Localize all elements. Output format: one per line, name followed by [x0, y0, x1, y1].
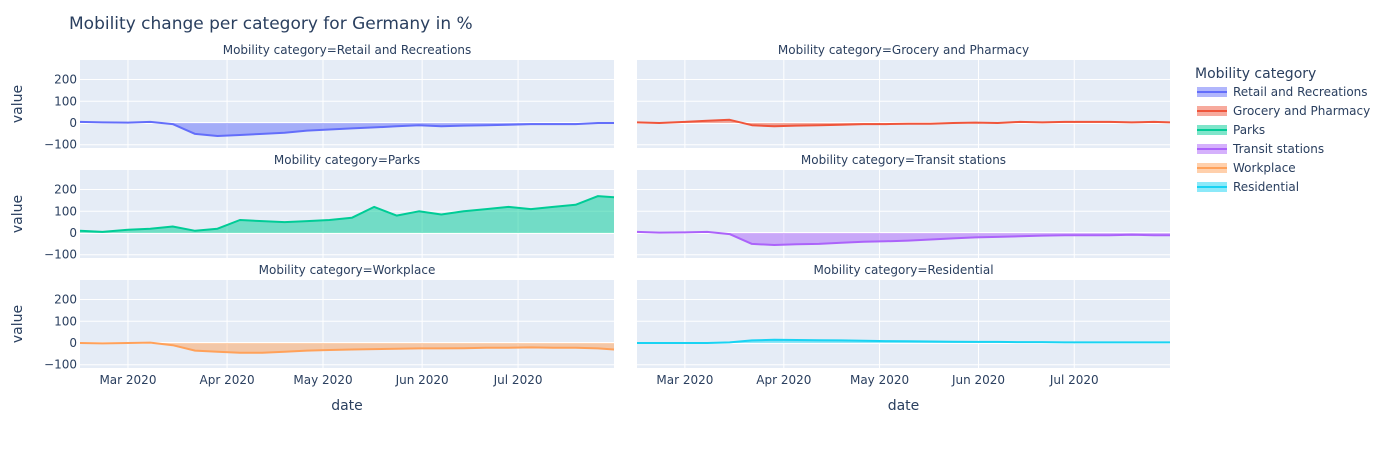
facet-plot-area [637, 60, 1170, 148]
y-tick-label: −100 [44, 138, 77, 152]
legend-label: Residential [1233, 180, 1299, 194]
legend-item: Workplace [1197, 161, 1296, 175]
x-tick-label: May 2020 [850, 373, 909, 387]
facet-title: Mobility category=Workplace [259, 263, 436, 277]
series-line [79, 120, 614, 137]
facet-title: Mobility category=Parks [274, 153, 420, 167]
series-line [636, 118, 1171, 128]
facet-3: −100 0 100 200 value Mobility category=Parks [10, 153, 615, 262]
facet-plot-area [80, 280, 614, 368]
facet-plot-area [637, 280, 1170, 368]
facet-4: Mobility category=Transit stations [636, 153, 1170, 258]
series-line [637, 338, 1170, 344]
legend-label: Parks [1233, 123, 1265, 137]
facet-plot-area [80, 60, 614, 148]
legend: Mobility category Retail and Recreations G… [1195, 66, 1370, 194]
x-tick-label: Jun 2020 [395, 373, 449, 387]
y-tick-label: 0 [69, 226, 77, 240]
legend-label: Retail and Recreations [1233, 85, 1368, 99]
x-tick-label: Mar 2020 [656, 373, 713, 387]
facet-title: Mobility category=Residential [813, 263, 993, 277]
facet-2: Mobility category=Grocery and Pharmacy [636, 43, 1171, 148]
facet-5: −100 0 100 200 Mar 2020 Apr 2020 May 2020 Jun 2… [10, 263, 615, 414]
x-tick-label: Jul 2020 [493, 373, 543, 387]
facet-title: Mobility category=Grocery and Pharmacy [778, 43, 1029, 57]
x-tick-label: Apr 2020 [200, 373, 255, 387]
series-area [80, 121, 614, 136]
y-tick-label: 200 [54, 183, 77, 197]
y-tick-label: −100 [44, 248, 77, 262]
legend-item: Parks [1197, 123, 1265, 137]
legend-label: Grocery and Pharmacy [1233, 104, 1370, 118]
series-area [80, 342, 614, 353]
y-tick-label: 200 [54, 293, 77, 307]
facet-title: Mobility category=Transit stations [801, 153, 1006, 167]
x-tick-label: Apr 2020 [756, 373, 811, 387]
series-area [80, 196, 614, 234]
legend-item: Retail and Recreations [1197, 85, 1368, 99]
y-tick-label: 100 [54, 94, 77, 108]
y-axis-title: value [10, 305, 26, 343]
series-line [79, 195, 615, 233]
y-tick-label: 100 [54, 314, 77, 328]
y-tick-label: 0 [69, 336, 77, 350]
chart-title: Mobility change per category for Germany… [69, 14, 473, 34]
y-tick-label: 100 [54, 204, 77, 218]
series-line [79, 341, 615, 354]
y-tick-label: −100 [44, 358, 77, 372]
legend-label: Transit stations [1232, 142, 1324, 156]
facet-1: −100 0 100 200 value Mobility category=Retail… [10, 43, 614, 152]
legend-item: Residential [1197, 180, 1299, 194]
legend-label: Workplace [1233, 161, 1296, 175]
x-tick-label: Jun 2020 [951, 373, 1005, 387]
y-tick-label: 200 [54, 73, 77, 87]
x-tick-label: Mar 2020 [99, 373, 156, 387]
x-tick-label: May 2020 [293, 373, 352, 387]
legend-title: Mobility category [1195, 66, 1316, 82]
x-axis-title: date [888, 398, 920, 414]
x-axis-title: date [331, 398, 363, 414]
x-tick-label: Jul 2020 [1049, 373, 1099, 387]
series-line [636, 230, 1170, 246]
y-axis-title: value [10, 85, 26, 123]
facet-title: Mobility category=Retail and Recreations [223, 43, 472, 57]
facet-6: Mar 2020 Apr 2020 May 2020 Jun 2020 Jul 2020… [637, 263, 1170, 414]
y-tick-label: 0 [69, 116, 77, 130]
legend-item: Transit stations [1197, 142, 1324, 156]
facet-plot-area [637, 170, 1170, 258]
y-axis-title: value [10, 195, 26, 233]
legend-item: Grocery and Pharmacy [1197, 104, 1370, 118]
